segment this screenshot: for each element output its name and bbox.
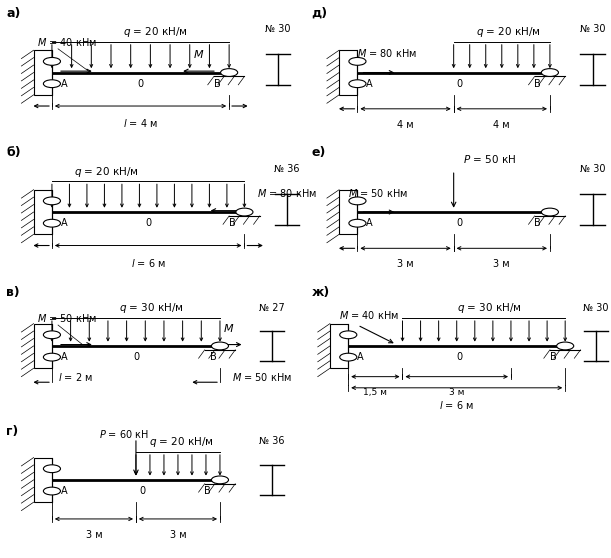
Bar	[339, 50, 357, 95]
Text: № 27: № 27	[259, 304, 285, 313]
Circle shape	[43, 465, 60, 473]
Circle shape	[43, 487, 60, 495]
Bar	[34, 458, 52, 502]
Text: $l$ = 2 м: $l$ = 2 м	[58, 371, 93, 383]
Bar	[339, 190, 357, 234]
Text: 0: 0	[456, 79, 463, 89]
Text: 0: 0	[133, 352, 139, 362]
Circle shape	[43, 219, 60, 227]
Text: № 30: № 30	[265, 25, 291, 34]
Text: $q$ = 20 кН/м: $q$ = 20 кН/м	[149, 435, 214, 449]
Text: B: B	[229, 218, 236, 228]
Circle shape	[236, 208, 253, 216]
Text: № 36: № 36	[274, 164, 300, 174]
Text: № 30: № 30	[580, 25, 606, 34]
Text: $l$ = 6 м: $l$ = 6 м	[131, 257, 166, 269]
Text: 4 м: 4 м	[397, 120, 414, 130]
Text: $M$: $M$	[224, 322, 235, 334]
Text: B: B	[549, 352, 557, 362]
Text: № 30: № 30	[580, 164, 606, 174]
Circle shape	[541, 69, 558, 76]
Text: $q$ = 20 кН/м: $q$ = 20 кН/м	[123, 25, 188, 39]
Text: 0: 0	[145, 218, 152, 228]
Text: $M$ = 80 кНм: $M$ = 80 кНм	[357, 47, 417, 59]
Bar	[34, 324, 52, 368]
Text: 3 м: 3 м	[397, 259, 414, 270]
Text: д): д)	[312, 7, 327, 20]
Circle shape	[43, 80, 60, 88]
Circle shape	[541, 208, 558, 216]
Bar	[34, 190, 52, 234]
Circle shape	[340, 353, 357, 361]
Circle shape	[221, 69, 238, 76]
Text: $q$ = 30 кН/м: $q$ = 30 кН/м	[458, 301, 522, 315]
Text: 3 м: 3 м	[86, 530, 102, 540]
Text: 1,5 м: 1,5 м	[364, 388, 387, 397]
Text: A: A	[61, 218, 67, 228]
Circle shape	[43, 331, 60, 339]
Text: № 30: № 30	[583, 304, 609, 313]
Circle shape	[349, 80, 366, 88]
Text: $M$ = 50 кНм: $M$ = 50 кНм	[232, 371, 292, 383]
Text: 4 м: 4 м	[494, 120, 510, 130]
Circle shape	[349, 57, 366, 65]
Text: 3 м: 3 м	[170, 530, 186, 540]
Text: A: A	[357, 352, 364, 362]
Circle shape	[349, 197, 366, 205]
Text: 0: 0	[456, 352, 463, 362]
Text: $M$ = 40 кНм: $M$ = 40 кНм	[37, 36, 97, 48]
Text: B: B	[534, 218, 541, 228]
Text: е): е)	[312, 147, 326, 160]
Text: $l$ = 4 м: $l$ = 4 м	[123, 117, 158, 129]
Text: $M$: $M$	[193, 49, 204, 60]
Text: $l$ = 6 м: $l$ = 6 м	[439, 399, 474, 411]
Circle shape	[43, 197, 60, 205]
Text: 3 м: 3 м	[494, 259, 510, 270]
Bar	[330, 324, 348, 368]
Text: б): б)	[6, 147, 21, 160]
Text: A: A	[61, 79, 67, 89]
Text: A: A	[61, 486, 67, 496]
Text: B: B	[204, 486, 211, 496]
Text: B: B	[213, 79, 221, 89]
Text: $M$ = 50 кНм: $M$ = 50 кНм	[348, 186, 408, 199]
Text: $q$ = 20 кН/м: $q$ = 20 кН/м	[476, 25, 541, 39]
Text: 0: 0	[456, 218, 463, 228]
Text: ж): ж)	[312, 286, 330, 299]
Text: $M$ = 80 кНм: $M$ = 80 кНм	[257, 186, 316, 199]
Circle shape	[43, 57, 60, 65]
Circle shape	[211, 476, 229, 484]
Circle shape	[349, 219, 366, 227]
Text: A: A	[367, 79, 373, 89]
Text: B: B	[210, 352, 218, 362]
Bar	[34, 50, 52, 95]
Text: $q$ = 20 кН/м: $q$ = 20 кН/м	[75, 165, 139, 179]
Text: 0: 0	[137, 79, 144, 89]
Text: г): г)	[6, 425, 18, 439]
Text: 0: 0	[139, 486, 145, 496]
Text: а): а)	[6, 7, 21, 20]
Text: $P$ = 50 кН: $P$ = 50 кН	[463, 153, 516, 165]
Text: A: A	[367, 218, 373, 228]
Text: B: B	[534, 79, 541, 89]
Text: № 36: № 36	[259, 436, 285, 446]
Circle shape	[340, 331, 357, 339]
Circle shape	[557, 342, 574, 350]
Text: 3 м: 3 м	[449, 388, 464, 397]
Text: $M$ = 50 кНм: $M$ = 50 кНм	[37, 312, 97, 324]
Text: A: A	[61, 352, 67, 362]
Circle shape	[211, 342, 229, 350]
Text: в): в)	[6, 286, 20, 299]
Text: $P$ = 60 кН: $P$ = 60 кН	[100, 428, 149, 440]
Text: $q$ = 30 кН/м: $q$ = 30 кН/м	[119, 301, 184, 315]
Text: $M$ = 40 кНм: $M$ = 40 кНм	[339, 309, 399, 321]
Circle shape	[43, 353, 60, 361]
